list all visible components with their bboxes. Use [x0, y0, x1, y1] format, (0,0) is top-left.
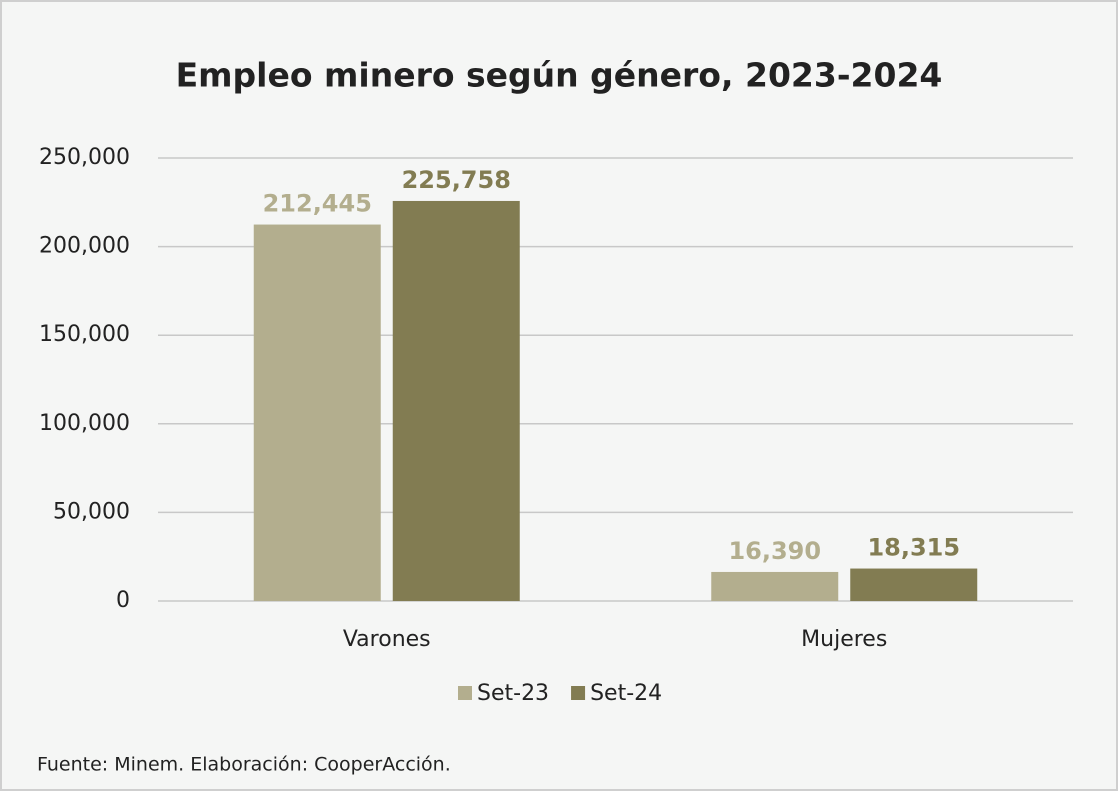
y-tick-label: 250,000 [39, 145, 130, 170]
y-tick-label: 0 [116, 588, 130, 613]
data-label: 16,390 [728, 537, 821, 565]
y-tick-label: 100,000 [39, 411, 130, 436]
bar [850, 568, 978, 601]
bar [253, 224, 381, 601]
legend-swatch [458, 686, 472, 700]
legend-label: Set-24 [590, 681, 662, 706]
bar [392, 200, 520, 601]
x-tick-label: Varones [343, 627, 431, 652]
data-label: 225,758 [402, 166, 511, 194]
data-label: 212,445 [263, 190, 372, 218]
y-tick-label: 150,000 [39, 322, 130, 347]
bar [711, 571, 839, 601]
legend-label: Set-23 [477, 681, 549, 706]
data-label: 18,315 [867, 534, 960, 562]
chart-title: Empleo minero según género, 2023-2024 [176, 56, 943, 95]
y-tick-label: 200,000 [39, 234, 130, 259]
source-note: Fuente: Minem. Elaboración: CooperAcción… [37, 754, 451, 776]
y-tick-label: 50,000 [53, 499, 130, 524]
legend-swatch [571, 686, 586, 700]
x-tick-label: Mujeres [801, 627, 887, 652]
